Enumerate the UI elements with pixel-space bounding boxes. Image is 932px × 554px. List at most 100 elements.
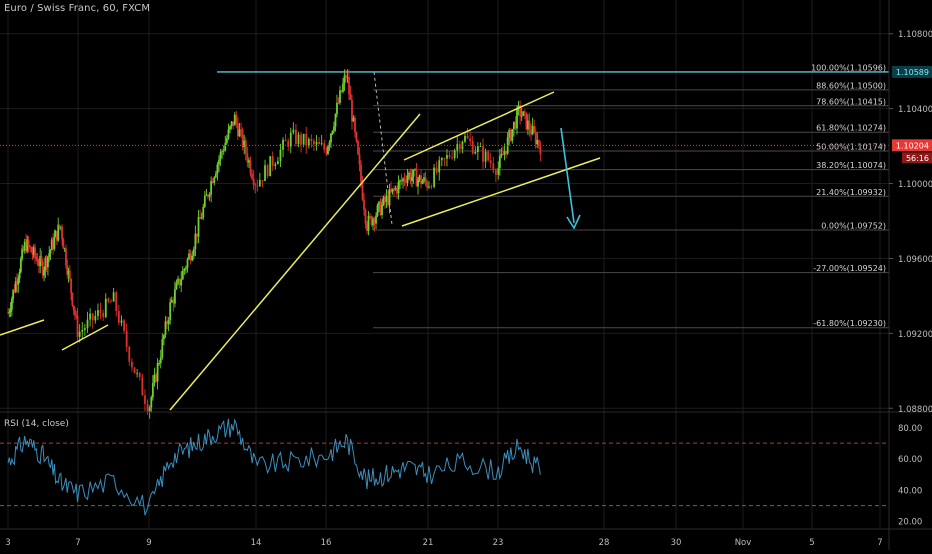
candle-body: [428, 186, 430, 188]
candle-body: [175, 283, 178, 290]
rsi-tick-label: 40.00: [898, 486, 922, 496]
candle-body: [12, 289, 15, 299]
candle-body: [307, 138, 310, 146]
candle-body: [194, 233, 197, 249]
candle-body: [200, 217, 203, 219]
fib-level-label: 38.20%(1.10074): [816, 161, 886, 170]
candle-body: [388, 189, 391, 206]
candle-body: [61, 226, 63, 240]
candle-body: [22, 248, 25, 251]
candle-body: [430, 186, 433, 188]
trendline: [0, 319, 45, 336]
candle-body: [516, 108, 518, 129]
candle-body: [261, 180, 264, 182]
time-axis[interactable]: 3 7 9 14 16 21 23 28 30 Nov 5 7: [5, 538, 882, 548]
candle-body: [211, 180, 214, 183]
time-tick-label: 5: [809, 538, 814, 548]
candle-body: [183, 269, 186, 271]
candle-body: [32, 247, 35, 255]
candle-body: [49, 249, 52, 254]
candle-body: [527, 120, 529, 130]
candle-body: [375, 215, 377, 224]
candle-body: [83, 328, 86, 330]
fib-price-tag: [892, 65, 932, 78]
candle-body: [66, 265, 69, 275]
time-tick-label: 21: [423, 538, 434, 548]
candle-body: [199, 217, 202, 219]
candle-body: [104, 298, 107, 318]
candle-body: [246, 153, 249, 163]
current-price-tag: [892, 139, 932, 152]
candle-body: [292, 129, 295, 133]
price-axis[interactable]: 1.10800 1.10400 1.10000 1.09600 1.09200 1.088…: [889, 30, 932, 415]
time-tick-label: 16: [321, 538, 332, 548]
candle-body: [394, 187, 397, 190]
candle-body: [235, 114, 238, 124]
countdown-tag: [902, 152, 932, 164]
candle-body: [497, 168, 500, 175]
candle-body: [196, 233, 198, 237]
candle-body: [144, 395, 146, 404]
candle-body: [271, 156, 274, 166]
candle-body: [177, 278, 179, 284]
candle-body: [227, 129, 230, 139]
candle-body: [94, 315, 97, 321]
candle-body: [414, 169, 416, 171]
candle-body: [508, 130, 511, 138]
candlestick-series[interactable]: [0, 69, 889, 419]
candle-body: [448, 155, 451, 158]
fib-level-label: 50.00%(1.10174): [816, 142, 886, 151]
candle-body: [456, 144, 459, 151]
candle-body: [511, 129, 514, 141]
candle-body: [117, 311, 120, 323]
candle-body: [390, 189, 392, 192]
candle-body: [219, 151, 222, 160]
trendline-drawings[interactable]: [0, 91, 601, 411]
candle-body: [48, 253, 51, 257]
candle-body: [243, 140, 246, 148]
candle-body: [514, 121, 517, 129]
candle-body: [440, 158, 443, 161]
candle-body: [38, 264, 40, 266]
time-tick-label: 9: [146, 538, 151, 548]
candle-body: [337, 102, 340, 104]
candle-body: [74, 309, 76, 316]
candle-body: [492, 163, 495, 171]
candle-body: [45, 258, 48, 268]
candle-body: [482, 146, 484, 162]
candle-body: [192, 248, 195, 256]
candle-body: [252, 178, 255, 185]
candle-body: [153, 374, 156, 384]
candle-body: [358, 154, 361, 165]
candle-body: [166, 321, 168, 325]
fibonacci-retracement[interactable]: 100.00%(1.10596) 88.60%(1.10500) 78.60%(1.…: [217, 63, 932, 329]
candle-body: [76, 315, 79, 337]
candle-body: [469, 138, 472, 142]
rsi-pane[interactable]: [0, 418, 889, 516]
candle-body: [349, 94, 352, 101]
candle-body: [229, 126, 231, 130]
candle-body: [318, 142, 320, 145]
candle-body: [466, 135, 469, 139]
candle-body: [355, 132, 358, 142]
candle-body: [458, 144, 461, 150]
candle-body: [357, 141, 359, 155]
candle-body: [373, 218, 376, 224]
candle-body: [343, 75, 346, 84]
candle-body: [415, 169, 418, 187]
trendline: [61, 324, 109, 351]
candle-body: [305, 133, 308, 146]
candle-body: [345, 75, 347, 78]
rsi-tick-label: 20.00: [898, 518, 922, 528]
candle-body: [512, 121, 515, 130]
candle-body: [443, 158, 446, 159]
candle-body: [75, 315, 78, 317]
trendline: [169, 113, 421, 411]
rsi-axis[interactable]: 80.00 60.00 40.00 20.00: [898, 424, 922, 528]
candle-body: [411, 176, 413, 182]
candle-body: [221, 151, 224, 153]
candle-body: [34, 247, 36, 257]
candle-body: [372, 218, 374, 226]
